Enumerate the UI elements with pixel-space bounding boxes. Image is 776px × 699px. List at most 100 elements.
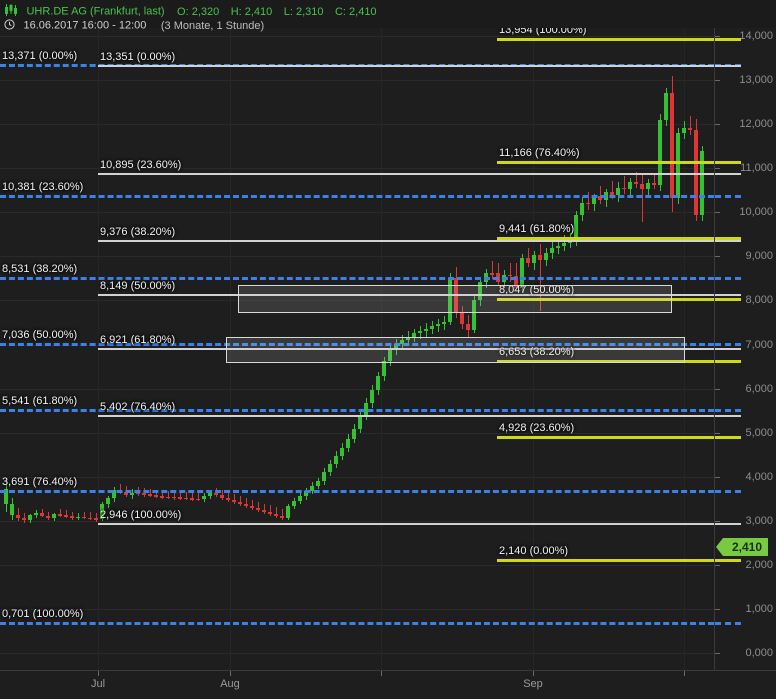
gridline-horizontal	[0, 653, 714, 654]
gridline-horizontal	[0, 168, 714, 169]
fib-level-line[interactable]	[98, 239, 714, 242]
chart-header-symbol-row: UHR.DE AG (Frankfurt, last) O: 2,320 H: …	[4, 3, 377, 18]
gridline-horizontal	[0, 521, 714, 522]
time-tick-mark	[381, 671, 382, 676]
fib-level-label: 2,946 (100.00%)	[100, 509, 182, 522]
price-tick-label: 1,000	[745, 603, 773, 615]
price-tick-mark	[715, 36, 720, 37]
fib-level-line[interactable]	[98, 414, 714, 417]
time-tick-label: Jul	[90, 678, 106, 690]
selection-rect-upper[interactable]	[238, 285, 672, 313]
gridline-horizontal	[0, 212, 714, 213]
price-axis[interactable]: 14,000 13,000 12,000 11,000 10,000 9,000 8,000…	[714, 0, 776, 670]
price-tick-label: 11,000	[740, 162, 773, 174]
price-tick-label: 2,000	[745, 559, 773, 571]
fib-level-line[interactable]	[497, 236, 714, 240]
chart-plot-area[interactable]: 13,371 (0.00%) 10,381 (23.60%) 8,531 (38.2…	[0, 0, 714, 670]
fib-level-label: 6,921 (61.80%)	[100, 333, 176, 346]
price-tick-label: 13,000	[739, 74, 773, 86]
current-price-tag: 2,410	[715, 537, 769, 556]
time-tick-label: Aug	[220, 678, 240, 690]
price-tick-label: 4,000	[745, 471, 773, 483]
price-tick-mark	[715, 256, 720, 257]
candlestick-icon	[4, 3, 18, 21]
price-tick-label: 9,000	[745, 250, 773, 262]
gridline-horizontal	[0, 80, 714, 81]
price-tick-label: 3,000	[745, 515, 773, 527]
price-tick-mark	[715, 565, 720, 566]
fib-level-line[interactable]	[98, 293, 714, 296]
fib-level-label: 2,140 (0.00%)	[499, 544, 569, 557]
price-tick-mark	[715, 609, 720, 610]
price-tick-mark	[715, 477, 720, 478]
price-tick-label: 5,000	[745, 427, 773, 439]
gridline-vertical	[533, 0, 534, 670]
fib-level-label: 13,351 (0.00%)	[100, 50, 176, 63]
price-tick-mark	[715, 212, 720, 213]
ohlc-open: O: 2,320	[177, 5, 220, 18]
price-tick-label: 10,000	[739, 206, 773, 218]
clock-icon	[4, 17, 15, 35]
price-tick-label: 6,000	[745, 383, 773, 395]
fib-level-line[interactable]	[497, 558, 714, 562]
fib-level-label: 5,541 (61.80%)	[2, 394, 78, 407]
chart-header-period-row: 16.06.2017 16:00 - 12:00 (3 Monate, 1 St…	[4, 17, 265, 32]
selection-rect-lower[interactable]	[226, 337, 685, 363]
price-tick-label: 12,000	[739, 118, 773, 130]
fib-level-line[interactable]	[497, 298, 714, 302]
gridline-horizontal	[0, 36, 714, 37]
fib-level-label: 6,653 (38.20%)	[499, 345, 575, 358]
fib-level-line[interactable]	[497, 38, 714, 42]
price-tick-mark	[715, 653, 720, 654]
fib-level-line[interactable]	[0, 195, 714, 199]
fib-level-label: 8,149 (50.00%)	[100, 279, 176, 292]
fib-level-label: 0,701 (100.00%)	[2, 608, 84, 621]
fib-level-line[interactable]	[98, 347, 714, 350]
time-tick-mark	[533, 671, 534, 676]
fib-level-line[interactable]	[0, 342, 714, 346]
time-tick-mark	[98, 671, 99, 676]
price-tick-label: 7,000	[745, 339, 773, 351]
date-range-label: 16.06.2017 16:00 - 12:00	[23, 19, 147, 32]
fib-level-label: 4,928 (23.60%)	[499, 421, 575, 434]
fib-level-line[interactable]	[497, 359, 714, 363]
fib-level-label: 9,376 (38.20%)	[100, 225, 176, 238]
fib-level-label: 10,381 (23.60%)	[2, 181, 84, 194]
gridline-horizontal	[0, 433, 714, 434]
fib-level-label: 9,441 (61.80%)	[499, 222, 575, 235]
fib-level-line[interactable]	[98, 64, 714, 67]
price-tick-label: 14,000	[739, 30, 773, 42]
gridline-vertical	[381, 0, 382, 670]
ohlc-low: L: 2,310	[283, 5, 324, 18]
price-tick-mark	[715, 389, 720, 390]
fib-level-line[interactable]	[497, 435, 714, 439]
time-axis[interactable]: Jul Aug Sep	[0, 670, 776, 699]
price-tick-label: 8,000	[745, 294, 773, 306]
fib-level-line[interactable]	[98, 172, 714, 175]
price-tick-mark	[715, 80, 720, 81]
gridline-horizontal	[0, 300, 714, 301]
fib-level-line[interactable]	[0, 277, 714, 281]
fib-level-line[interactable]	[0, 490, 714, 494]
gridline-vertical	[684, 0, 685, 670]
fib-level-label: 13,371 (0.00%)	[2, 49, 78, 62]
fib-level-line[interactable]	[98, 523, 714, 526]
time-tick-label: Sep	[523, 678, 543, 690]
price-tick-mark	[715, 168, 720, 169]
ohlc-high: H: 2,410	[230, 5, 273, 18]
fib-level-line[interactable]	[497, 160, 714, 164]
fib-level-label: 7,036 (50.00%)	[2, 328, 78, 341]
gridline-horizontal	[0, 389, 714, 390]
fib-level-label: 3,691 (76.40%)	[2, 476, 78, 489]
price-tick-mark	[715, 521, 720, 522]
fib-level-label: 10,895 (23.60%)	[100, 158, 182, 171]
fib-level-line[interactable]	[0, 408, 714, 412]
chart-header: UHR.DE AG (Frankfurt, last) O: 2,320 H: …	[0, 0, 776, 32]
fib-level-label: 8,531 (38.20%)	[2, 263, 78, 276]
time-tick-mark	[684, 671, 685, 676]
fib-level-label: 11,166 (76.40%)	[499, 146, 580, 159]
gridline-vertical	[230, 0, 231, 670]
interval-label: (3 Monate, 1 Stunde)	[160, 19, 265, 32]
fib-level-line[interactable]	[0, 622, 714, 626]
